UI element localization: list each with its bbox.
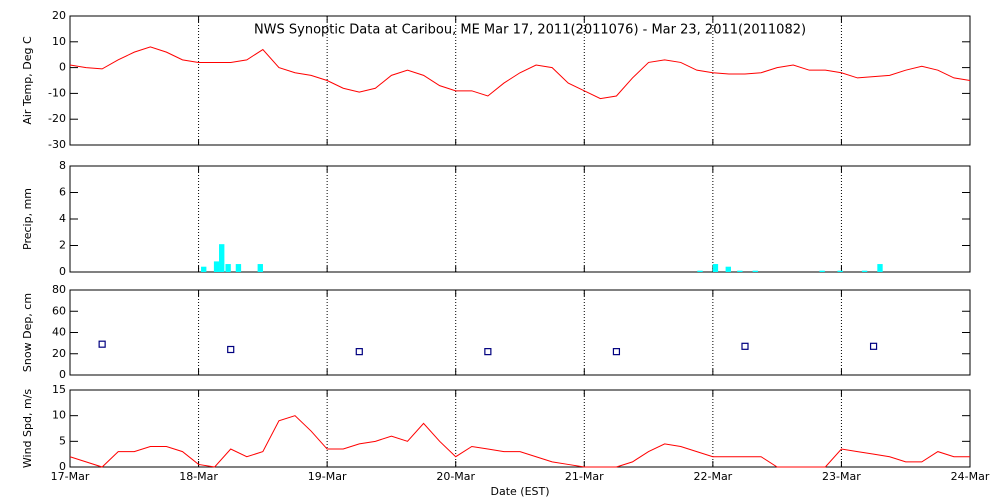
bar — [201, 266, 207, 272]
y-tick-label: 10 — [52, 35, 66, 48]
point — [355, 348, 363, 356]
point — [869, 342, 878, 350]
y-tick-label: 2 — [59, 239, 66, 252]
y-tick-label: 8 — [59, 159, 66, 172]
y-axis-label: Precip, mm — [21, 188, 34, 250]
x-tick-label: 22-Mar — [693, 470, 732, 483]
x-tick-label: 19-Mar — [308, 470, 347, 483]
bar — [213, 261, 220, 272]
x-tick-label: 23-Mar — [822, 470, 861, 483]
y-tick-label: 20 — [52, 347, 66, 360]
y-axis-label: Snow Dep, cm — [21, 293, 34, 372]
y-tick-label: 60 — [52, 304, 66, 317]
y-tick-label: 4 — [59, 212, 66, 225]
x-tick-label: 17-Mar — [51, 470, 90, 483]
x-tick-label: 24-Mar — [951, 470, 990, 483]
bar — [235, 264, 242, 272]
bar — [257, 264, 263, 272]
y-tick-label: -30 — [48, 138, 66, 151]
x-axis-label: Date (EST) — [490, 485, 549, 498]
y-tick-label: 5 — [59, 434, 66, 447]
y-tick-label: 0 — [59, 460, 66, 473]
bar — [225, 264, 231, 272]
y-tick-label: 15 — [52, 383, 66, 396]
data-line — [69, 46, 971, 100]
point — [484, 348, 492, 356]
panel-frame — [69, 389, 971, 468]
point — [227, 345, 235, 354]
bar — [712, 264, 719, 272]
y-tick-label: 6 — [59, 186, 66, 199]
bar — [219, 244, 225, 272]
chart-title: NWS Synoptic Data at Caribou, ME Mar 17,… — [254, 23, 806, 38]
bar — [737, 270, 743, 272]
bar — [697, 270, 703, 272]
panel-frame — [69, 165, 971, 273]
x-tick-label: 20-Mar — [436, 470, 475, 483]
y-tick-label: 0 — [59, 368, 66, 381]
panel-frame — [69, 289, 971, 376]
y-tick-label: -20 — [48, 112, 66, 125]
y-tick-label: 80 — [52, 283, 66, 296]
y-tick-label: 10 — [52, 409, 66, 422]
bar — [819, 270, 825, 272]
point — [98, 340, 106, 348]
y-tick-label: -10 — [48, 86, 66, 99]
y-tick-label: 40 — [52, 326, 66, 339]
y-axis-label: Wind Spd, m/s — [21, 389, 34, 469]
bar — [752, 270, 758, 272]
x-tick-label: 18-Mar — [179, 470, 218, 483]
bar — [861, 270, 868, 272]
y-tick-label: 0 — [59, 265, 66, 278]
x-tick-label: 21-Mar — [565, 470, 604, 483]
point — [741, 342, 749, 350]
bar — [725, 266, 731, 272]
bar — [877, 264, 883, 272]
point — [612, 348, 621, 356]
y-axis-label: Air Temp, Deg C — [21, 36, 34, 125]
y-tick-label: 0 — [59, 61, 66, 74]
data-line — [69, 415, 970, 468]
y-tick-label: 20 — [52, 9, 66, 22]
bar — [837, 270, 843, 272]
